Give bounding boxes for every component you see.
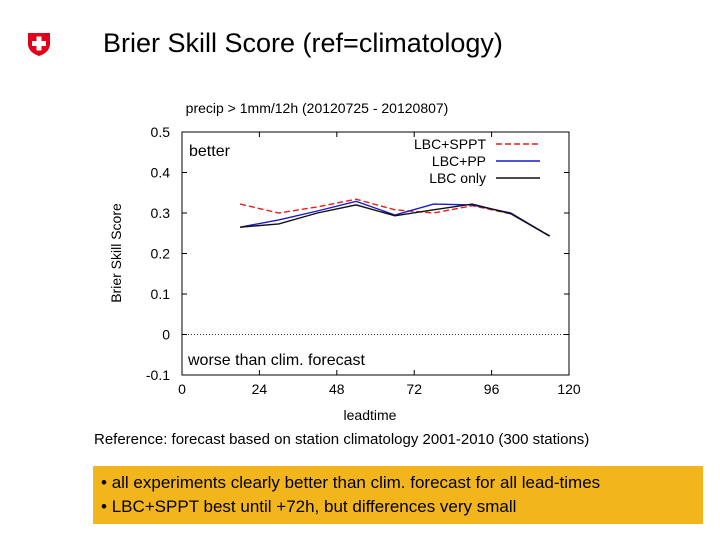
brier-skill-chart: precip > 1mm/12h (20120725 - 20120807) 0… bbox=[108, 100, 581, 423]
x-tick-label: 72 bbox=[406, 381, 422, 397]
reference-note: Reference: forecast based on station cli… bbox=[94, 431, 590, 448]
x-tick-label: 0 bbox=[178, 381, 186, 397]
plot-frame bbox=[181, 131, 570, 376]
x-tick-label: 96 bbox=[484, 381, 500, 397]
y-tick-label: 0.1 bbox=[151, 286, 171, 302]
legend-label: LBC+SPPT bbox=[414, 136, 486, 152]
y-tick-label: 0.4 bbox=[151, 165, 171, 181]
series-line-lbc-pp bbox=[239, 200, 550, 237]
series-line-lbc-only bbox=[240, 203, 550, 237]
slide-title: Brier Skill Score (ref=climatology) bbox=[103, 28, 503, 58]
y-tick-label: 0.2 bbox=[151, 246, 171, 262]
legend-label: LBC only bbox=[429, 170, 486, 186]
y-tick-label: 0.3 bbox=[151, 205, 171, 221]
summary-bullet-2: • LBC+SPPT best until +72h, but differen… bbox=[101, 495, 695, 519]
x-tick-label: 48 bbox=[329, 381, 345, 397]
bullet-text: all experiments clearly better than clim… bbox=[111, 473, 601, 492]
bullet-text: LBC+SPPT best until +72h, but difference… bbox=[111, 497, 517, 516]
annotation-better: better bbox=[189, 143, 231, 160]
chart-title: precip > 1mm/12h (20120725 - 20120807) bbox=[186, 100, 449, 116]
summary-bullet-1: • all experiments clearly better than cl… bbox=[101, 471, 695, 495]
bullet-glyph: • bbox=[101, 497, 107, 516]
cross-horizontal bbox=[32, 41, 46, 46]
bullet-glyph: • bbox=[101, 473, 107, 492]
y-tick-label: 0.5 bbox=[151, 124, 171, 140]
y-tick-label: 0 bbox=[162, 327, 170, 343]
swiss-cross-logo bbox=[28, 33, 50, 56]
y-tick-label: -0.1 bbox=[146, 367, 170, 383]
annotation-worse: worse than clim. forecast bbox=[187, 352, 366, 369]
x-axis-label: leadtime bbox=[344, 407, 397, 423]
x-tick-label: 24 bbox=[252, 381, 268, 397]
y-axis-label: Brier Skill Score bbox=[108, 203, 124, 303]
summary-box: • all experiments clearly better than cl… bbox=[93, 466, 703, 524]
legend-label: LBC+PP bbox=[432, 153, 486, 169]
x-tick-label: 120 bbox=[557, 381, 581, 397]
